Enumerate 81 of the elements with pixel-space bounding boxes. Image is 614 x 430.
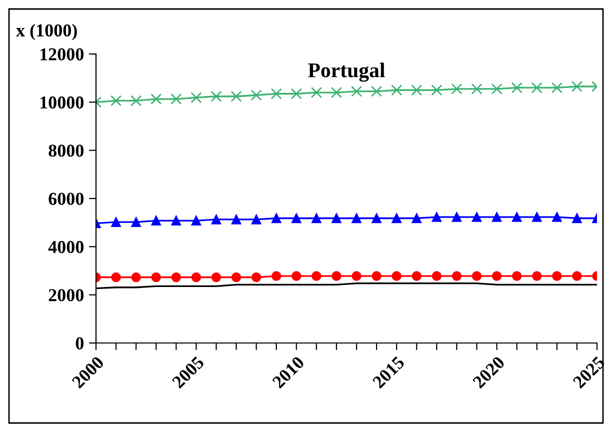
point [392, 271, 402, 281]
y-axis-title: x (1000) [16, 24, 77, 40]
point [512, 212, 522, 222]
point [151, 216, 161, 226]
point [250, 90, 262, 101]
point [511, 82, 522, 94]
point [290, 88, 302, 100]
point [270, 88, 282, 100]
point [491, 83, 502, 94]
point [231, 214, 242, 224]
point [151, 272, 161, 282]
y-tick-label: 8000 [48, 144, 84, 157]
point [131, 217, 141, 227]
point [492, 271, 502, 281]
point [571, 80, 583, 92]
point [130, 95, 142, 106]
point [572, 271, 582, 281]
point [310, 86, 322, 98]
point [251, 214, 262, 224]
point [372, 271, 382, 281]
point [332, 271, 342, 281]
point [210, 90, 222, 102]
point [512, 271, 522, 281]
point [371, 86, 382, 97]
point [350, 86, 362, 97]
point [411, 84, 422, 96]
point [552, 212, 562, 222]
point [272, 213, 282, 224]
point [452, 212, 462, 222]
point [191, 272, 202, 282]
y-tick-label: 0 [76, 337, 84, 350]
y-tick-label: 10000 [40, 96, 84, 109]
point [231, 272, 242, 282]
y-tick-label: 4000 [48, 240, 84, 254]
point [431, 84, 442, 96]
point [452, 271, 462, 281]
point [191, 216, 202, 226]
point [572, 213, 582, 224]
point [312, 271, 322, 281]
point [211, 272, 222, 282]
point [272, 271, 282, 281]
y-tick-label: 2000 [48, 289, 84, 302]
point [352, 213, 362, 224]
point [211, 214, 222, 224]
point [532, 271, 542, 281]
point [330, 86, 342, 98]
chart-title: Portugal [308, 62, 385, 82]
point [171, 272, 182, 282]
point [551, 82, 562, 94]
point [412, 213, 422, 224]
point [471, 83, 482, 94]
point [492, 212, 502, 222]
point [472, 271, 482, 281]
point [472, 212, 482, 222]
point [392, 213, 402, 224]
point [292, 213, 302, 224]
y-tick-label: 12000 [40, 48, 84, 60]
point [532, 212, 542, 222]
point [190, 92, 202, 104]
point [332, 213, 342, 224]
point [432, 271, 442, 281]
point [131, 272, 141, 282]
point [552, 271, 562, 281]
point [170, 93, 182, 105]
point [111, 272, 121, 282]
point [432, 212, 442, 222]
point [171, 216, 182, 226]
point [412, 271, 422, 281]
y-tick-label: 6000 [48, 192, 84, 205]
point [230, 90, 242, 102]
point [251, 272, 262, 282]
point [352, 271, 362, 281]
point [292, 271, 302, 281]
point [110, 95, 122, 106]
point [312, 213, 322, 224]
point [150, 93, 162, 105]
point [391, 84, 402, 96]
point [111, 217, 121, 227]
point [531, 82, 542, 94]
point [451, 83, 462, 94]
point [372, 213, 382, 224]
